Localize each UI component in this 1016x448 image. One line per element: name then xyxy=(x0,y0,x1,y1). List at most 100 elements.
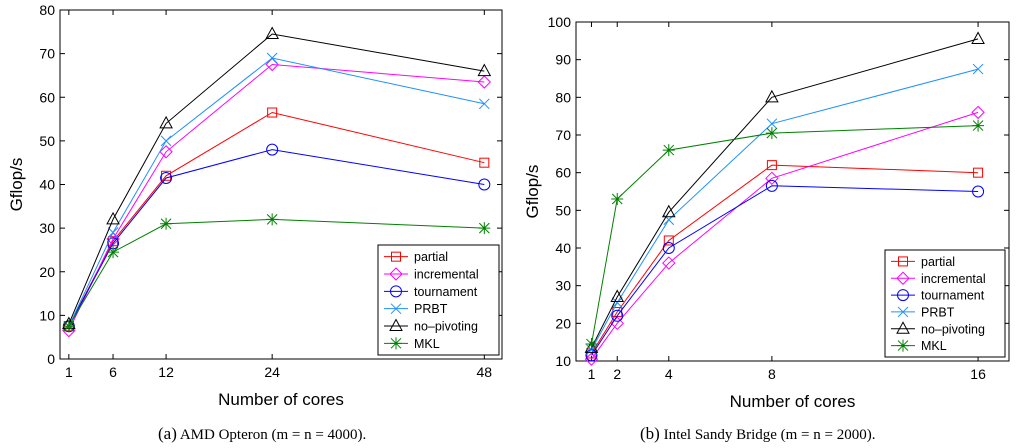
x-tick-label: 4 xyxy=(665,366,673,382)
x-tick-label: 6 xyxy=(109,364,117,380)
series-triangle xyxy=(584,31,985,353)
legend-marker xyxy=(898,256,908,267)
y-axis-label: Gflop/s xyxy=(523,165,542,219)
x-tick-label: 48 xyxy=(477,364,493,380)
data-point xyxy=(662,144,675,157)
data-point xyxy=(971,105,985,120)
series-line xyxy=(591,185,979,356)
y-tick-label: 30 xyxy=(555,278,571,294)
legend-label: incremental xyxy=(414,268,479,282)
data-point xyxy=(765,179,778,192)
legend-label: tournament xyxy=(921,289,985,303)
x-tick-label: 2 xyxy=(613,366,621,382)
x-tick-label: 24 xyxy=(264,364,280,380)
y-tick-label: 10 xyxy=(39,307,55,323)
series-line xyxy=(68,63,485,331)
data-point xyxy=(266,143,279,156)
series-line xyxy=(68,33,485,325)
legend-label: no–pivoting xyxy=(414,320,478,334)
y-tick-label: 20 xyxy=(555,315,571,331)
legend-label: incremental xyxy=(921,272,986,286)
data-point xyxy=(766,118,778,130)
data-point xyxy=(661,204,676,218)
data-point xyxy=(478,98,490,110)
legend-label: no–pivoting xyxy=(921,322,985,336)
legend: partial incremental tournament PRBT no–pivot… xyxy=(377,244,500,356)
series-line xyxy=(591,164,979,354)
legend: partial incremental tournament PRBT no–pivot… xyxy=(884,249,1006,358)
series-star xyxy=(585,119,985,351)
data-point xyxy=(62,320,75,333)
data-point xyxy=(972,185,985,198)
chart-b: 10 20 30 40 50 60 70 80 90 100 1 2 4 8 16 Number of cor… xyxy=(523,14,1010,411)
plot-frame xyxy=(575,21,1010,362)
data-point xyxy=(477,63,492,77)
y-tick-label: 100 xyxy=(548,14,572,30)
y-tick-label: 10 xyxy=(555,353,571,369)
y-tick-label: 60 xyxy=(39,89,55,105)
legend-marker xyxy=(391,251,401,262)
y-tick-label: 50 xyxy=(39,133,55,149)
legend-box xyxy=(884,249,1006,358)
data-point xyxy=(584,352,599,366)
data-point xyxy=(765,89,779,103)
data-point xyxy=(266,52,278,64)
legend-label: PRBT xyxy=(921,305,955,319)
legend-marker xyxy=(897,339,909,352)
data-point xyxy=(766,160,777,171)
data-point xyxy=(267,107,278,118)
chart-a: 0 10 20 30 40 50 60 70 80 1 6 12 24 48 Number of cores… xyxy=(7,2,503,409)
y-tick-label: 50 xyxy=(555,202,571,218)
data-point xyxy=(585,338,598,351)
y-tick-label: 80 xyxy=(39,2,55,18)
legend-label: tournament xyxy=(414,285,478,299)
data-point xyxy=(159,115,173,129)
data-point xyxy=(611,297,623,308)
y-tick-label: 40 xyxy=(555,240,571,256)
caption-a: (a) AMD Opteron (m = n = 4000). xyxy=(158,424,366,444)
legend-label: partial xyxy=(414,250,448,264)
y-tick-label: 20 xyxy=(39,264,55,280)
data-point xyxy=(611,193,624,206)
data-point xyxy=(478,222,491,235)
legend-marker xyxy=(389,267,403,281)
series-x xyxy=(586,63,984,356)
data-point xyxy=(477,75,492,89)
legend-label: partial xyxy=(921,255,955,269)
data-point xyxy=(478,178,491,191)
series-circle xyxy=(585,179,985,362)
y-tick-label: 60 xyxy=(555,165,571,181)
series-diamond xyxy=(584,105,985,366)
caption-b: (b) Intel Sandy Bridge (m = n = 2000). xyxy=(640,424,875,444)
data-point xyxy=(106,211,120,225)
series-line xyxy=(68,149,485,327)
series-line xyxy=(591,38,979,349)
legend-box xyxy=(377,244,500,356)
data-point xyxy=(161,170,172,181)
y-tick-label: 40 xyxy=(39,177,55,193)
x-tick-label: 1 xyxy=(65,364,73,380)
legend-label: MKL xyxy=(921,339,947,353)
data-point xyxy=(159,145,173,159)
data-point xyxy=(765,171,779,186)
legend-marker xyxy=(390,337,402,350)
x-tick-label: 8 xyxy=(768,366,776,382)
legend-marker xyxy=(390,303,402,315)
legend-label: PRBT xyxy=(414,302,448,316)
x-tick-label: 16 xyxy=(970,366,986,382)
y-tick-label: 0 xyxy=(47,351,55,367)
y-tick-label: 30 xyxy=(39,220,55,236)
y-tick-label: 70 xyxy=(39,46,55,62)
data-point xyxy=(479,157,490,168)
data-point xyxy=(972,119,985,132)
data-point xyxy=(971,31,985,44)
caption-b-text: Intel Sandy Bridge (m = n = 2000). xyxy=(663,427,876,443)
data-point xyxy=(662,256,676,270)
series-star xyxy=(62,213,491,333)
data-point xyxy=(265,26,280,39)
series-line xyxy=(591,111,979,360)
y-axis-label: Gflop/s xyxy=(7,158,26,212)
series-x xyxy=(63,52,490,332)
legend-marker xyxy=(897,289,909,302)
